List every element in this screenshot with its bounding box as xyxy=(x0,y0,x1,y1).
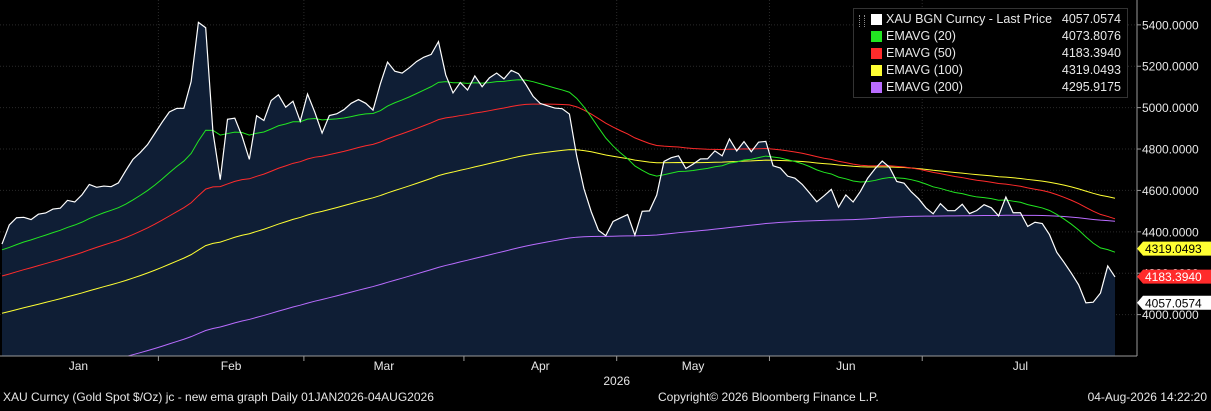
legend-item[interactable]: EMAVG (100) 4319.0493 xyxy=(854,62,1127,79)
last-value-tag xyxy=(1137,269,1211,284)
legend[interactable]: XAU BGN Curncy - Last Price 4057.0574 EMAV… xyxy=(853,8,1128,98)
price-area-fill xyxy=(2,22,1115,356)
legend-item[interactable]: EMAVG (50) 4183.3940 xyxy=(854,45,1127,62)
legend-label: EMAVG (200) xyxy=(886,80,963,94)
legend-value: 4183.3940 xyxy=(1061,46,1121,60)
legend-swatch xyxy=(871,65,882,76)
legend-value: 4073.8076 xyxy=(1061,29,1121,43)
legend-value: 4295.9175 xyxy=(1061,80,1121,94)
series-line-emavg-100- xyxy=(1,149,1116,314)
series-line-xau-bgn-curncy-last-price xyxy=(1,21,1116,304)
x-tick-label-feb: Feb xyxy=(221,359,242,373)
x-tick-label-may: May xyxy=(682,359,705,373)
last-value-tag xyxy=(1137,241,1211,256)
x-axis-year-label: 2026 xyxy=(603,374,630,388)
legend-drag-handle-icon[interactable] xyxy=(859,15,865,27)
x-tick-label-jun: Jun xyxy=(836,359,855,373)
legend-item[interactable]: XAU BGN Curncy - Last Price 4057.0574 xyxy=(854,11,1127,28)
legend-label: EMAVG (20) xyxy=(886,29,956,43)
copyright-text: Copyright© 2026 Bloomberg Finance L.P. xyxy=(658,390,879,404)
x-tick-label-apr: Apr xyxy=(531,359,550,373)
legend-swatch xyxy=(871,31,882,42)
legend-label: EMAVG (100) xyxy=(886,63,963,77)
legend-swatch xyxy=(871,14,882,25)
y-tick-label: 5000.0000 xyxy=(1142,101,1199,115)
last-value-tag-label: 4319.0493 xyxy=(1145,242,1202,256)
legend-item[interactable]: EMAVG (200) 4295.9175 xyxy=(854,79,1127,96)
y-tick-label: 4000.0000 xyxy=(1142,308,1199,322)
legend-swatch xyxy=(871,48,882,59)
series-line-emavg-50- xyxy=(1,103,1116,277)
y-tick-label: 4800.0000 xyxy=(1142,143,1199,157)
timestamp-text: 04-Aug-2026 14:22:20 xyxy=(1087,390,1207,404)
y-tick-label: 5400.0000 xyxy=(1142,18,1199,32)
legend-value: 4319.0493 xyxy=(1061,63,1121,77)
series-line-emavg-20- xyxy=(1,79,1116,253)
last-value-tag-label: 4057.0574 xyxy=(1145,296,1202,310)
chart-title-footer: XAU Curncy (Gold Spot $/Oz) jc - new ema… xyxy=(3,390,434,404)
y-tick-label: 4400.0000 xyxy=(1142,225,1199,239)
legend-value: 4057.0574 xyxy=(1061,12,1121,26)
x-tick-label-jul: Jul xyxy=(1013,359,1028,373)
last-value-tag-label: 4183.3940 xyxy=(1145,270,1202,284)
legend-swatch xyxy=(871,82,882,93)
last-value-tag xyxy=(1137,295,1211,310)
y-tick-label: 4600.0000 xyxy=(1142,184,1199,198)
legend-label: XAU BGN Curncy - Last Price xyxy=(886,12,1053,26)
legend-rows: XAU BGN Curncy - Last Price 4057.0574 EMAV… xyxy=(854,11,1127,96)
series-line-emavg-200- xyxy=(126,214,1116,356)
y-tick-label: 5200.0000 xyxy=(1142,60,1199,74)
legend-label: EMAVG (50) xyxy=(886,46,956,60)
x-tick-label-mar: Mar xyxy=(374,359,395,373)
x-tick-label-jan: Jan xyxy=(69,359,88,373)
legend-item[interactable]: EMAVG (20) 4073.8076 xyxy=(854,28,1127,45)
